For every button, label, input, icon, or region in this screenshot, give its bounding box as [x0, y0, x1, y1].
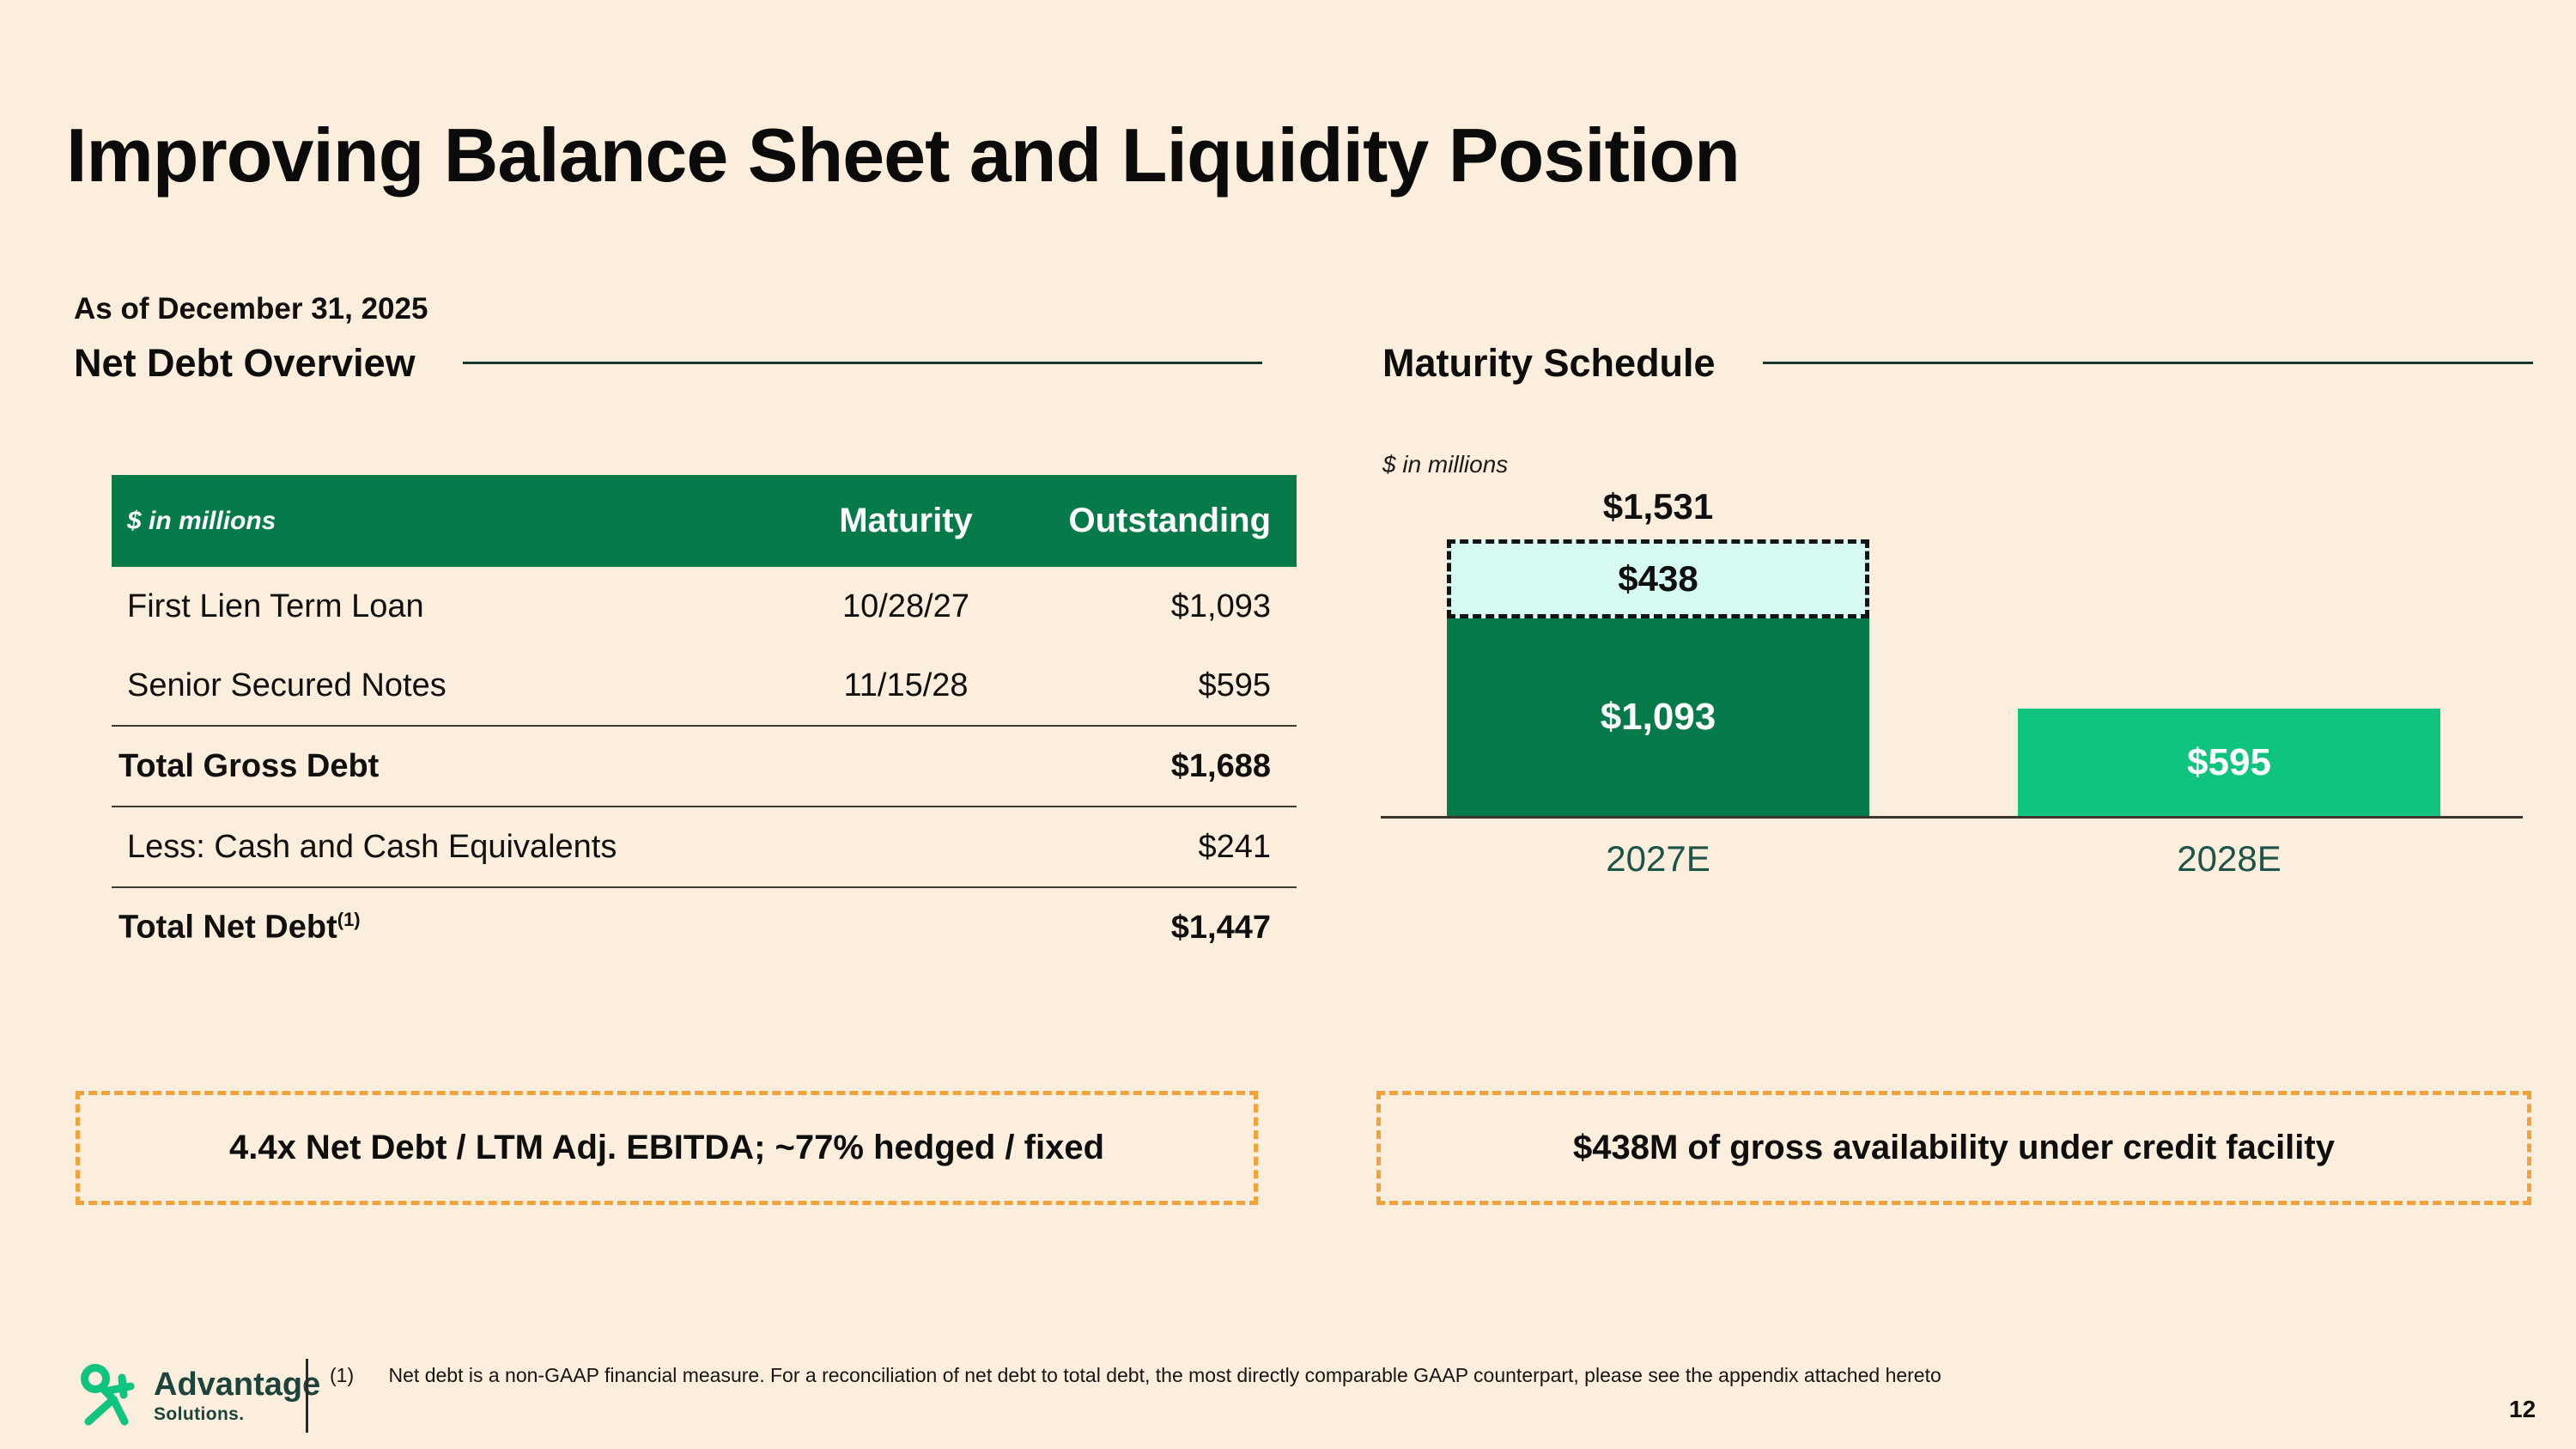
company-logo: Advantage Solutions. [73, 1361, 320, 1434]
net-debt-heading-text: Net Debt Overview [74, 341, 416, 385]
table-row: Total Net Debt(1) $1,447 [112, 886, 1297, 967]
table-row: Total Gross Debt $1,688 [112, 725, 1297, 806]
row-label: Less: Cash and Cash Equivalents [127, 828, 617, 865]
page-title: Improving Balance Sheet and Liquidity Po… [66, 112, 1741, 198]
bar-segment: $595 [2018, 709, 2440, 816]
column-header-outstanding: Outstanding [1068, 502, 1271, 539]
footer-divider-line [306, 1359, 308, 1433]
net-debt-table: $ in millions Maturity Outstanding First… [112, 475, 1297, 967]
bar-2028E: $595 2028E [2018, 481, 2440, 879]
row-outstanding-value: $241 [1198, 828, 1271, 865]
leverage-callout-text: 4.4x Net Debt / LTM Adj. EBITDA; ~77% he… [228, 1129, 1105, 1166]
row-label: First Lien Term Loan [127, 588, 424, 624]
leverage-callout-box: 4.4x Net Debt / LTM Adj. EBITDA; ~77% he… [76, 1091, 1258, 1205]
chart-unit-label: $ in millions [1382, 451, 1509, 478]
page-number: 12 [2509, 1396, 2537, 1422]
maturity-schedule-chart: $1,093 $438 $1,531 2027E $595 2028E [1381, 481, 2523, 879]
logo-brand-text: Advantage [154, 1367, 321, 1403]
table-body: First Lien Term Loan 10/28/27 $1,093 Senior… [112, 567, 1297, 967]
row-outstanding-value: $595 [1198, 667, 1271, 703]
table-row: Senior Secured Notes 11/15/28 $595 [112, 646, 1297, 725]
table-header-row: $ in millions Maturity Outstanding [112, 475, 1297, 567]
column-header-maturity: Maturity [839, 502, 973, 539]
row-label: Total Gross Debt [118, 747, 380, 784]
row-maturity-value: 10/28/27 [842, 588, 969, 624]
axis-category-label: 2027E [1606, 838, 1710, 879]
footnote-reference: (1) [337, 909, 361, 931]
bar-total-label: $1,531 [1602, 486, 1714, 527]
advantage-figure-icon [81, 1364, 135, 1426]
net-debt-section-heading: Net Debt Overview [74, 344, 1262, 382]
availability-callout-text: $438M of gross availability under credit… [1573, 1129, 2335, 1166]
as-of-date-label: As of December 31, 2025 [74, 292, 428, 326]
bar-segment: $438 [1447, 539, 1869, 618]
row-outstanding-value: $1,093 [1170, 588, 1271, 624]
table-row: Less: Cash and Cash Equivalents $241 [112, 806, 1297, 886]
footnote-marker: (1) [330, 1364, 355, 1386]
logo-sub-text: Solutions. [154, 1404, 245, 1424]
table-unit-label: $ in millions [127, 506, 276, 535]
footnote: (1) Net debt is a non-GAAP financial mea… [330, 1364, 2133, 1387]
maturity-schedule-heading-text: Maturity Schedule [1382, 341, 1716, 385]
row-label: Total Net Debt(1) [118, 909, 361, 946]
axis-category-label: 2028E [2177, 838, 2281, 879]
row-outstanding-value: $1,688 [1170, 747, 1271, 784]
heading-rule [462, 362, 1262, 364]
table-row: First Lien Term Loan 10/28/27 $1,093 [112, 567, 1297, 646]
row-maturity-value: 11/15/28 [843, 667, 969, 703]
availability-callout-box: $438M of gross availability under credit… [1376, 1091, 2531, 1205]
maturity-schedule-section-heading: Maturity Schedule [1382, 344, 2533, 382]
row-outstanding-value: $1,447 [1170, 909, 1271, 946]
bar-segment: $1,093 [1447, 618, 1869, 816]
logo-wordmark: Advantage Solutions. [154, 1368, 320, 1434]
footnote-text: Net debt is a non-GAAP financial measure… [388, 1364, 1941, 1386]
heading-rule [1762, 362, 2533, 364]
bar-2027E: $1,093 $438 $1,531 2027E [1447, 481, 1869, 879]
row-label: Senior Secured Notes [127, 667, 447, 703]
